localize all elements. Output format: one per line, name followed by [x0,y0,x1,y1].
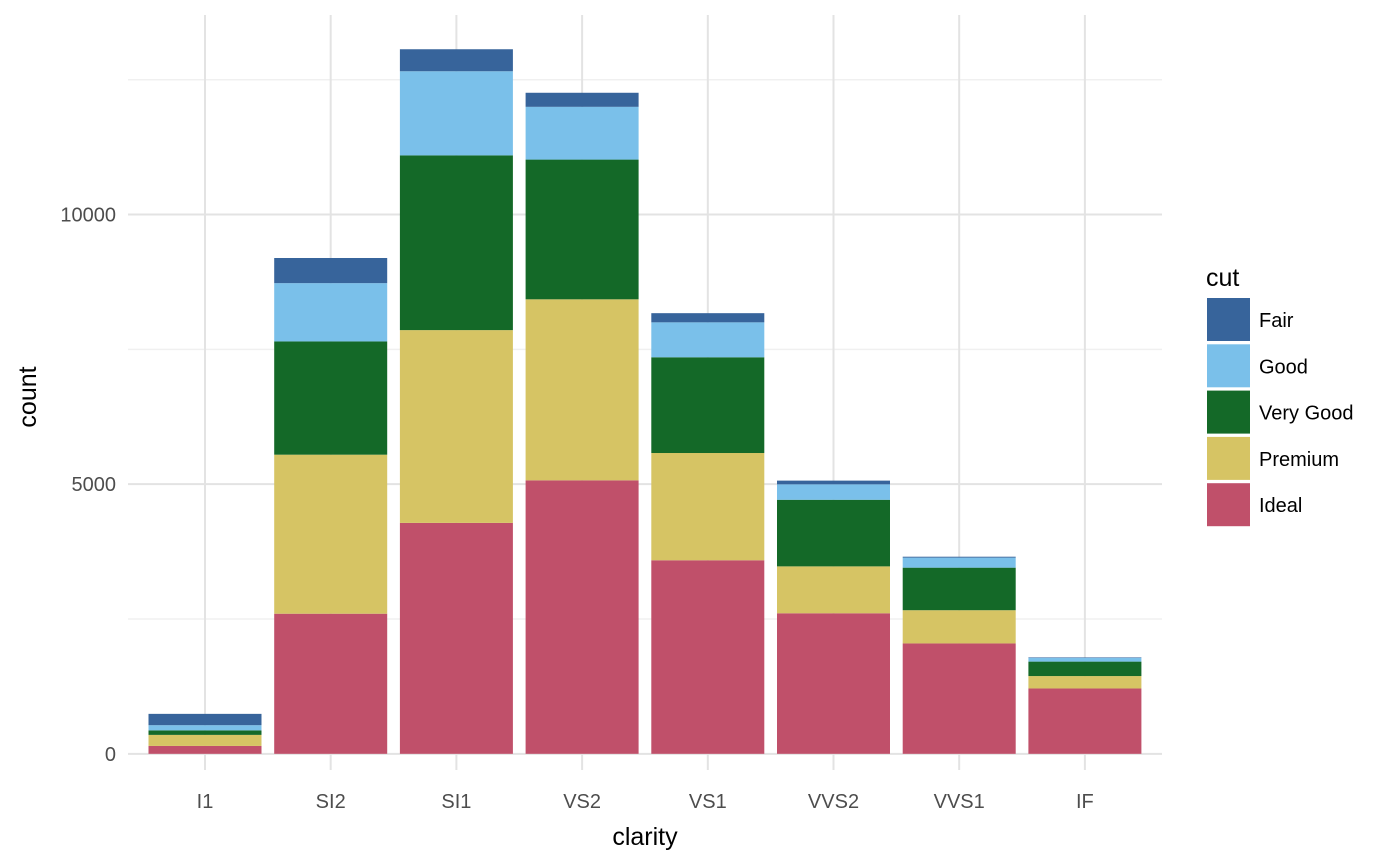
bar-si2-very-good [274,341,388,455]
bar-vs2-fair [525,92,639,107]
legend-swatch-good [1207,344,1250,388]
x-tick-label-si1: SI1 [441,791,471,813]
bar-vs1-good [651,322,765,358]
legend-swatch-premium [1207,436,1250,480]
legend-label-very-good: Very Good [1259,403,1354,425]
x-tick-label-si2: SI2 [316,791,346,813]
bar-vvs1-fair [902,556,1016,558]
bar-if-premium [1028,676,1142,689]
legend-swatch-ideal [1207,483,1250,527]
legend-title: cut [1206,264,1239,292]
bar-if-ideal [1028,688,1142,754]
x-axis-ticks: I1 SI2 SI1 VS2 VS1 VVS2 VVS1 IF [197,791,1094,813]
bar-vs1-very-good [651,357,765,454]
x-tick-label-vvs2: VVS2 [808,791,859,813]
bars [148,49,1142,754]
bar-vvs2-good [777,484,890,500]
legend: cut Fair Good Very Good Premium Ideal [1206,264,1354,527]
bar-vs1-ideal [651,560,765,754]
bar-vvs2-premium [777,566,890,614]
y-tick-label-2: 10000 [60,205,116,227]
bar-si2-fair [274,258,388,284]
bar-vs2-very-good [525,159,639,300]
bar-si2-ideal [274,613,388,754]
bar-vvs2-very-good [777,499,890,567]
legend-label-good: Good [1259,356,1308,378]
legend-label-ideal: Ideal [1259,495,1302,517]
y-tick-label-0: 0 [105,744,116,766]
x-tick-label-i1: I1 [197,791,214,813]
x-axis-title: clarity [612,823,678,851]
bar-i1-ideal [148,745,262,754]
bar-vs2-good [525,106,639,160]
bar-si1-very-good [399,155,513,331]
bar-si2-good [274,283,388,342]
bar-vvs1-ideal [902,643,1016,754]
bar-si1-premium [399,330,513,523]
legend-swatch-very-good [1207,390,1250,434]
x-tick-label-vs1: VS1 [689,791,727,813]
x-tick-label-if: IF [1076,791,1094,813]
bar-if-good [1028,657,1142,662]
bar-vs2-premium [525,299,639,481]
legend-label-premium: Premium [1259,449,1339,471]
bar-i1-very-good [148,730,262,735]
bar-i1-premium [148,734,262,746]
bar-si1-ideal [399,522,513,754]
bar-si1-fair [399,49,513,72]
bar-vvs2-fair [777,480,890,485]
y-axis-ticks: 0 5000 10000 [60,205,116,766]
x-tick-label-vs2: VS2 [563,791,601,813]
legend-label-fair: Fair [1259,310,1294,332]
y-axis-title: count [14,366,42,427]
bar-i1-fair [148,713,262,726]
bar-vvs1-very-good [902,567,1016,611]
bar-i1-good [148,725,262,731]
y-tick-label-1: 5000 [72,474,117,496]
bar-vvs1-good [902,557,1016,568]
bar-vvs1-premium [902,610,1016,644]
bar-si1-good [399,71,513,156]
legend-swatch-fair [1207,298,1250,341]
bar-si2-premium [274,454,388,614]
bar-vs2-ideal [525,480,639,754]
bar-vs1-premium [651,453,765,561]
bar-if-very-good [1028,661,1142,677]
x-tick-label-vvs1: VVS1 [934,791,985,813]
bar-vvs2-ideal [777,613,890,754]
bar-vs1-fair [651,313,765,323]
